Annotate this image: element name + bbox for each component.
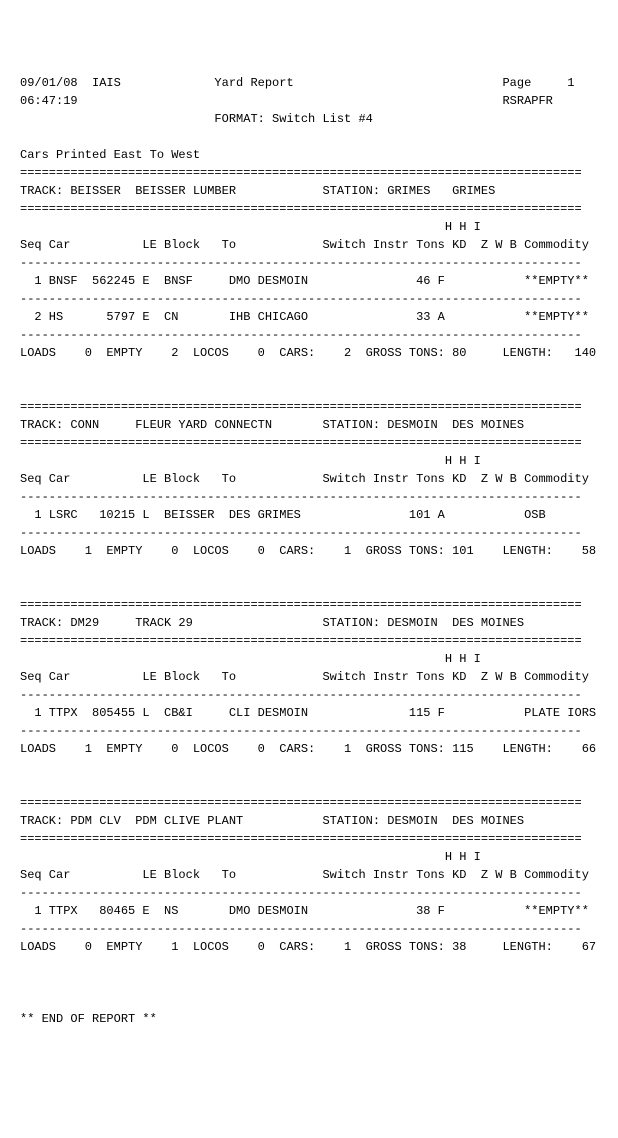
yard-report: 09/01/08 IAIS Yard Report Page 1 06:47:1…	[20, 74, 618, 1028]
